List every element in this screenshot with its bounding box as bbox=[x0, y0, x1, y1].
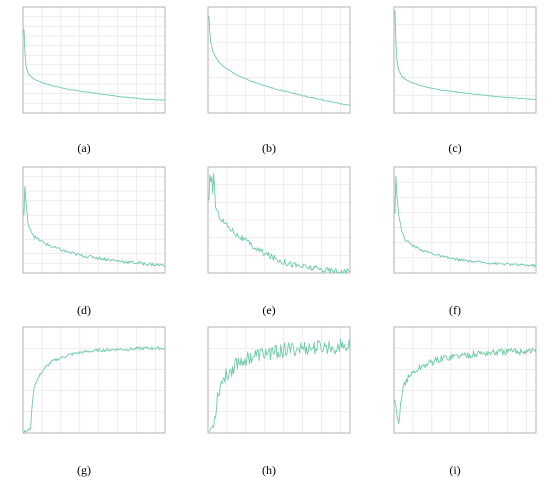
series-line bbox=[23, 346, 166, 433]
caption-c: (c) bbox=[448, 141, 461, 155]
caption-a: (a) bbox=[77, 141, 90, 155]
series-line bbox=[394, 175, 537, 267]
chart-panel-3 bbox=[393, 6, 537, 114]
chart-panel-4 bbox=[22, 166, 166, 274]
plot-frame bbox=[393, 166, 537, 274]
chart-panel-7 bbox=[22, 326, 166, 434]
series-line bbox=[23, 186, 166, 268]
series-line bbox=[23, 29, 166, 101]
chart-panel-1 bbox=[22, 6, 166, 114]
series-line bbox=[394, 10, 537, 101]
series-line bbox=[394, 347, 537, 425]
plot-frame bbox=[207, 166, 351, 274]
series-line bbox=[208, 338, 351, 432]
series-line bbox=[208, 173, 351, 274]
chart-panel-8 bbox=[207, 326, 351, 434]
plot-frame bbox=[22, 166, 166, 274]
plot-frame bbox=[22, 326, 166, 434]
caption-f: (f) bbox=[449, 303, 461, 317]
caption-i: (i) bbox=[449, 463, 460, 477]
caption-h: (h) bbox=[262, 463, 276, 477]
caption-g: (g) bbox=[77, 463, 91, 477]
plot-frame bbox=[22, 6, 166, 114]
caption-b: (b) bbox=[262, 141, 276, 155]
plot-frame bbox=[207, 326, 351, 434]
plot-frame bbox=[393, 326, 537, 434]
series-line bbox=[208, 16, 351, 106]
plot-frame bbox=[393, 6, 537, 114]
chart-panel-5 bbox=[207, 166, 351, 274]
chart-panel-2 bbox=[207, 6, 351, 114]
caption-e: (e) bbox=[262, 303, 275, 317]
chart-panel-9 bbox=[393, 326, 537, 434]
plot-frame bbox=[207, 6, 351, 114]
chart-panel-6 bbox=[393, 166, 537, 274]
caption-d: (d) bbox=[77, 303, 91, 317]
